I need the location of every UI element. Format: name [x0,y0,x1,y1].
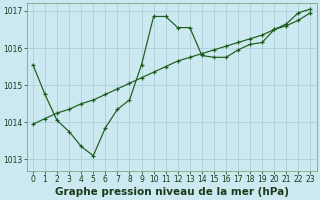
X-axis label: Graphe pression niveau de la mer (hPa): Graphe pression niveau de la mer (hPa) [55,187,289,197]
